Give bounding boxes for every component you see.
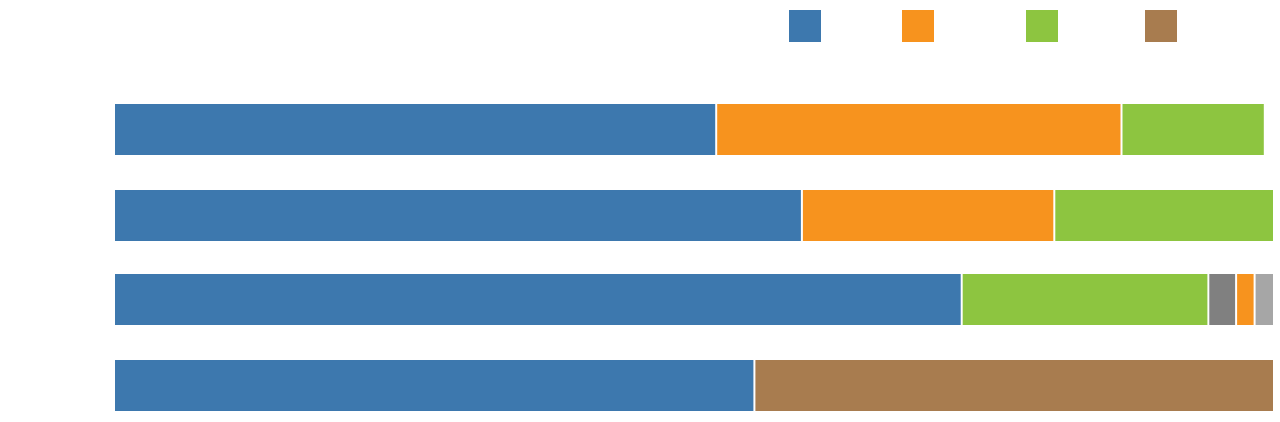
- bar-segment-row4-series1: [115, 360, 754, 411]
- bar-row-3: [115, 274, 1273, 325]
- bar-segment-row2-series2: [802, 190, 1054, 241]
- bar-segment-row4-series4: [755, 360, 1273, 411]
- chart-plot-area: [115, 104, 1273, 411]
- bar-segment-row2-series1: [115, 190, 801, 241]
- bar-row-4: [115, 360, 1273, 411]
- bar-segment-row3-series3: [962, 274, 1208, 325]
- bar-segment-row3-series5: [1209, 274, 1236, 325]
- bar-segment-row3-series6: [1255, 274, 1273, 325]
- legend-swatch-1: [789, 10, 821, 42]
- bar-segment-row3-series1: [115, 274, 961, 325]
- legend-swatch-4: [1145, 10, 1177, 42]
- bar-segment-row3-series2: [1237, 274, 1254, 325]
- bar-row-2: [115, 190, 1273, 241]
- bar-segment-row1-series2: [717, 104, 1121, 155]
- legend-swatch-3: [1026, 10, 1058, 42]
- bar-segment-row1-series1: [115, 104, 716, 155]
- legend-swatch-2: [902, 10, 934, 42]
- bar-segment-row2-series3: [1055, 190, 1273, 241]
- chart-legend: [789, 10, 1177, 42]
- bar-row-1: [115, 104, 1264, 155]
- bar-segment-row1-series3: [1122, 104, 1264, 155]
